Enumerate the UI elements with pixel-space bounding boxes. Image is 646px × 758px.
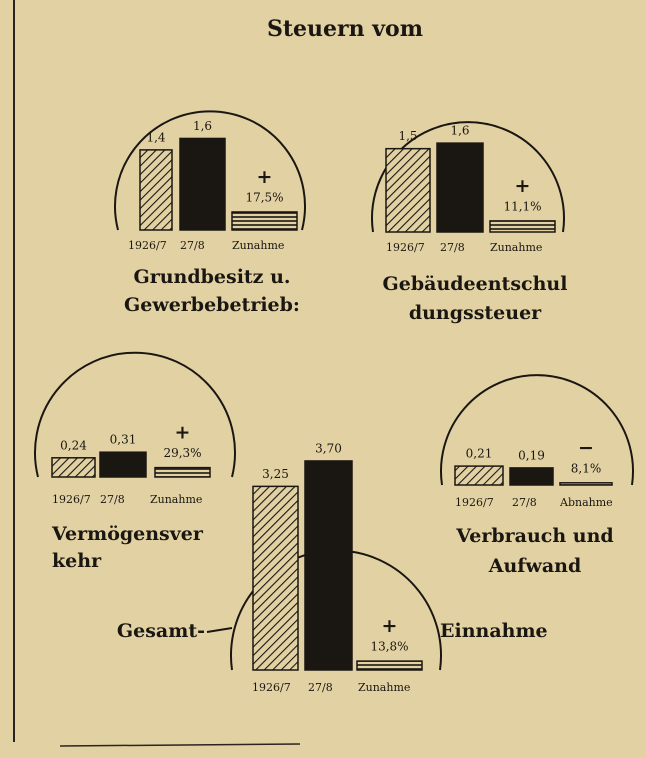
value-label: 0,19 xyxy=(518,448,545,462)
change-bar xyxy=(231,211,298,231)
bar xyxy=(99,451,147,478)
bar xyxy=(51,457,96,478)
category-label: 1926/7 xyxy=(455,496,494,509)
change-bar xyxy=(154,466,211,478)
chart-title: Aufwand xyxy=(488,555,582,577)
category-label: 27/8 xyxy=(512,496,537,509)
chart-title: Gebäudeentschul xyxy=(383,273,568,295)
chart-title: Gewerbebetrieb: xyxy=(124,294,300,316)
category-label: 1926/7 xyxy=(128,239,167,252)
change-sign: + xyxy=(175,422,191,444)
category-label: Zunahme xyxy=(490,241,542,254)
category-label: Zunahme xyxy=(232,239,284,252)
change-label: 11,1% xyxy=(503,199,541,213)
change-label: 17,5% xyxy=(245,190,283,204)
category-label: Zunahme xyxy=(150,493,202,506)
value-label: 0,31 xyxy=(110,433,137,447)
category-label: 1926/7 xyxy=(386,241,425,254)
change-bar xyxy=(489,220,556,233)
page-title: Steuern vom xyxy=(267,16,423,42)
value-label: 1,4 xyxy=(146,130,165,144)
change-bar xyxy=(559,482,613,486)
change-sign: + xyxy=(515,175,531,197)
arc xyxy=(34,351,236,478)
value-label: 3,70 xyxy=(315,441,342,455)
chart-title: Gesamt- xyxy=(117,620,205,642)
bar xyxy=(252,485,299,671)
chart-title: kehr xyxy=(52,550,102,572)
value-label: 1,5 xyxy=(398,129,417,143)
arc xyxy=(371,121,565,233)
change-sign: − xyxy=(578,437,594,459)
value-label: 1,6 xyxy=(193,119,212,133)
category-label: 1926/7 xyxy=(252,681,291,694)
category-label: 1926/7 xyxy=(52,493,91,506)
change-bar xyxy=(356,660,423,671)
chart-title: Verbrauch und xyxy=(455,525,613,547)
bar xyxy=(454,465,504,486)
rule xyxy=(59,743,301,747)
bar xyxy=(509,467,554,486)
value-label: 1,6 xyxy=(450,124,469,138)
value-label: 0,21 xyxy=(466,447,493,461)
change-label: 29,3% xyxy=(163,446,201,460)
change-label: 8,1% xyxy=(571,461,602,475)
change-label: 13,8% xyxy=(370,640,408,654)
bar xyxy=(179,137,226,231)
bar xyxy=(304,460,353,671)
chart-title: Vermögensver xyxy=(51,523,204,545)
category-label: Zunahme xyxy=(358,681,410,694)
value-label: 0,24 xyxy=(60,438,87,452)
arc xyxy=(114,110,306,231)
category-label: Abnahme xyxy=(559,496,613,509)
category-label: 27/8 xyxy=(308,681,333,694)
bar xyxy=(436,142,484,233)
chart-title: Grundbesitz u. xyxy=(133,266,290,288)
change-sign: + xyxy=(382,615,398,637)
change-sign: + xyxy=(257,166,273,188)
category-label: 27/8 xyxy=(440,241,465,254)
chart-title: dungssteuer xyxy=(409,302,542,324)
bar xyxy=(385,147,431,233)
connector xyxy=(206,627,233,633)
arc xyxy=(440,374,634,486)
category-label: 27/8 xyxy=(180,239,205,252)
chart-title: Einnahme xyxy=(440,620,548,642)
bar xyxy=(139,149,173,231)
category-label: 27/8 xyxy=(100,493,125,506)
value-label: 3,25 xyxy=(262,467,289,481)
